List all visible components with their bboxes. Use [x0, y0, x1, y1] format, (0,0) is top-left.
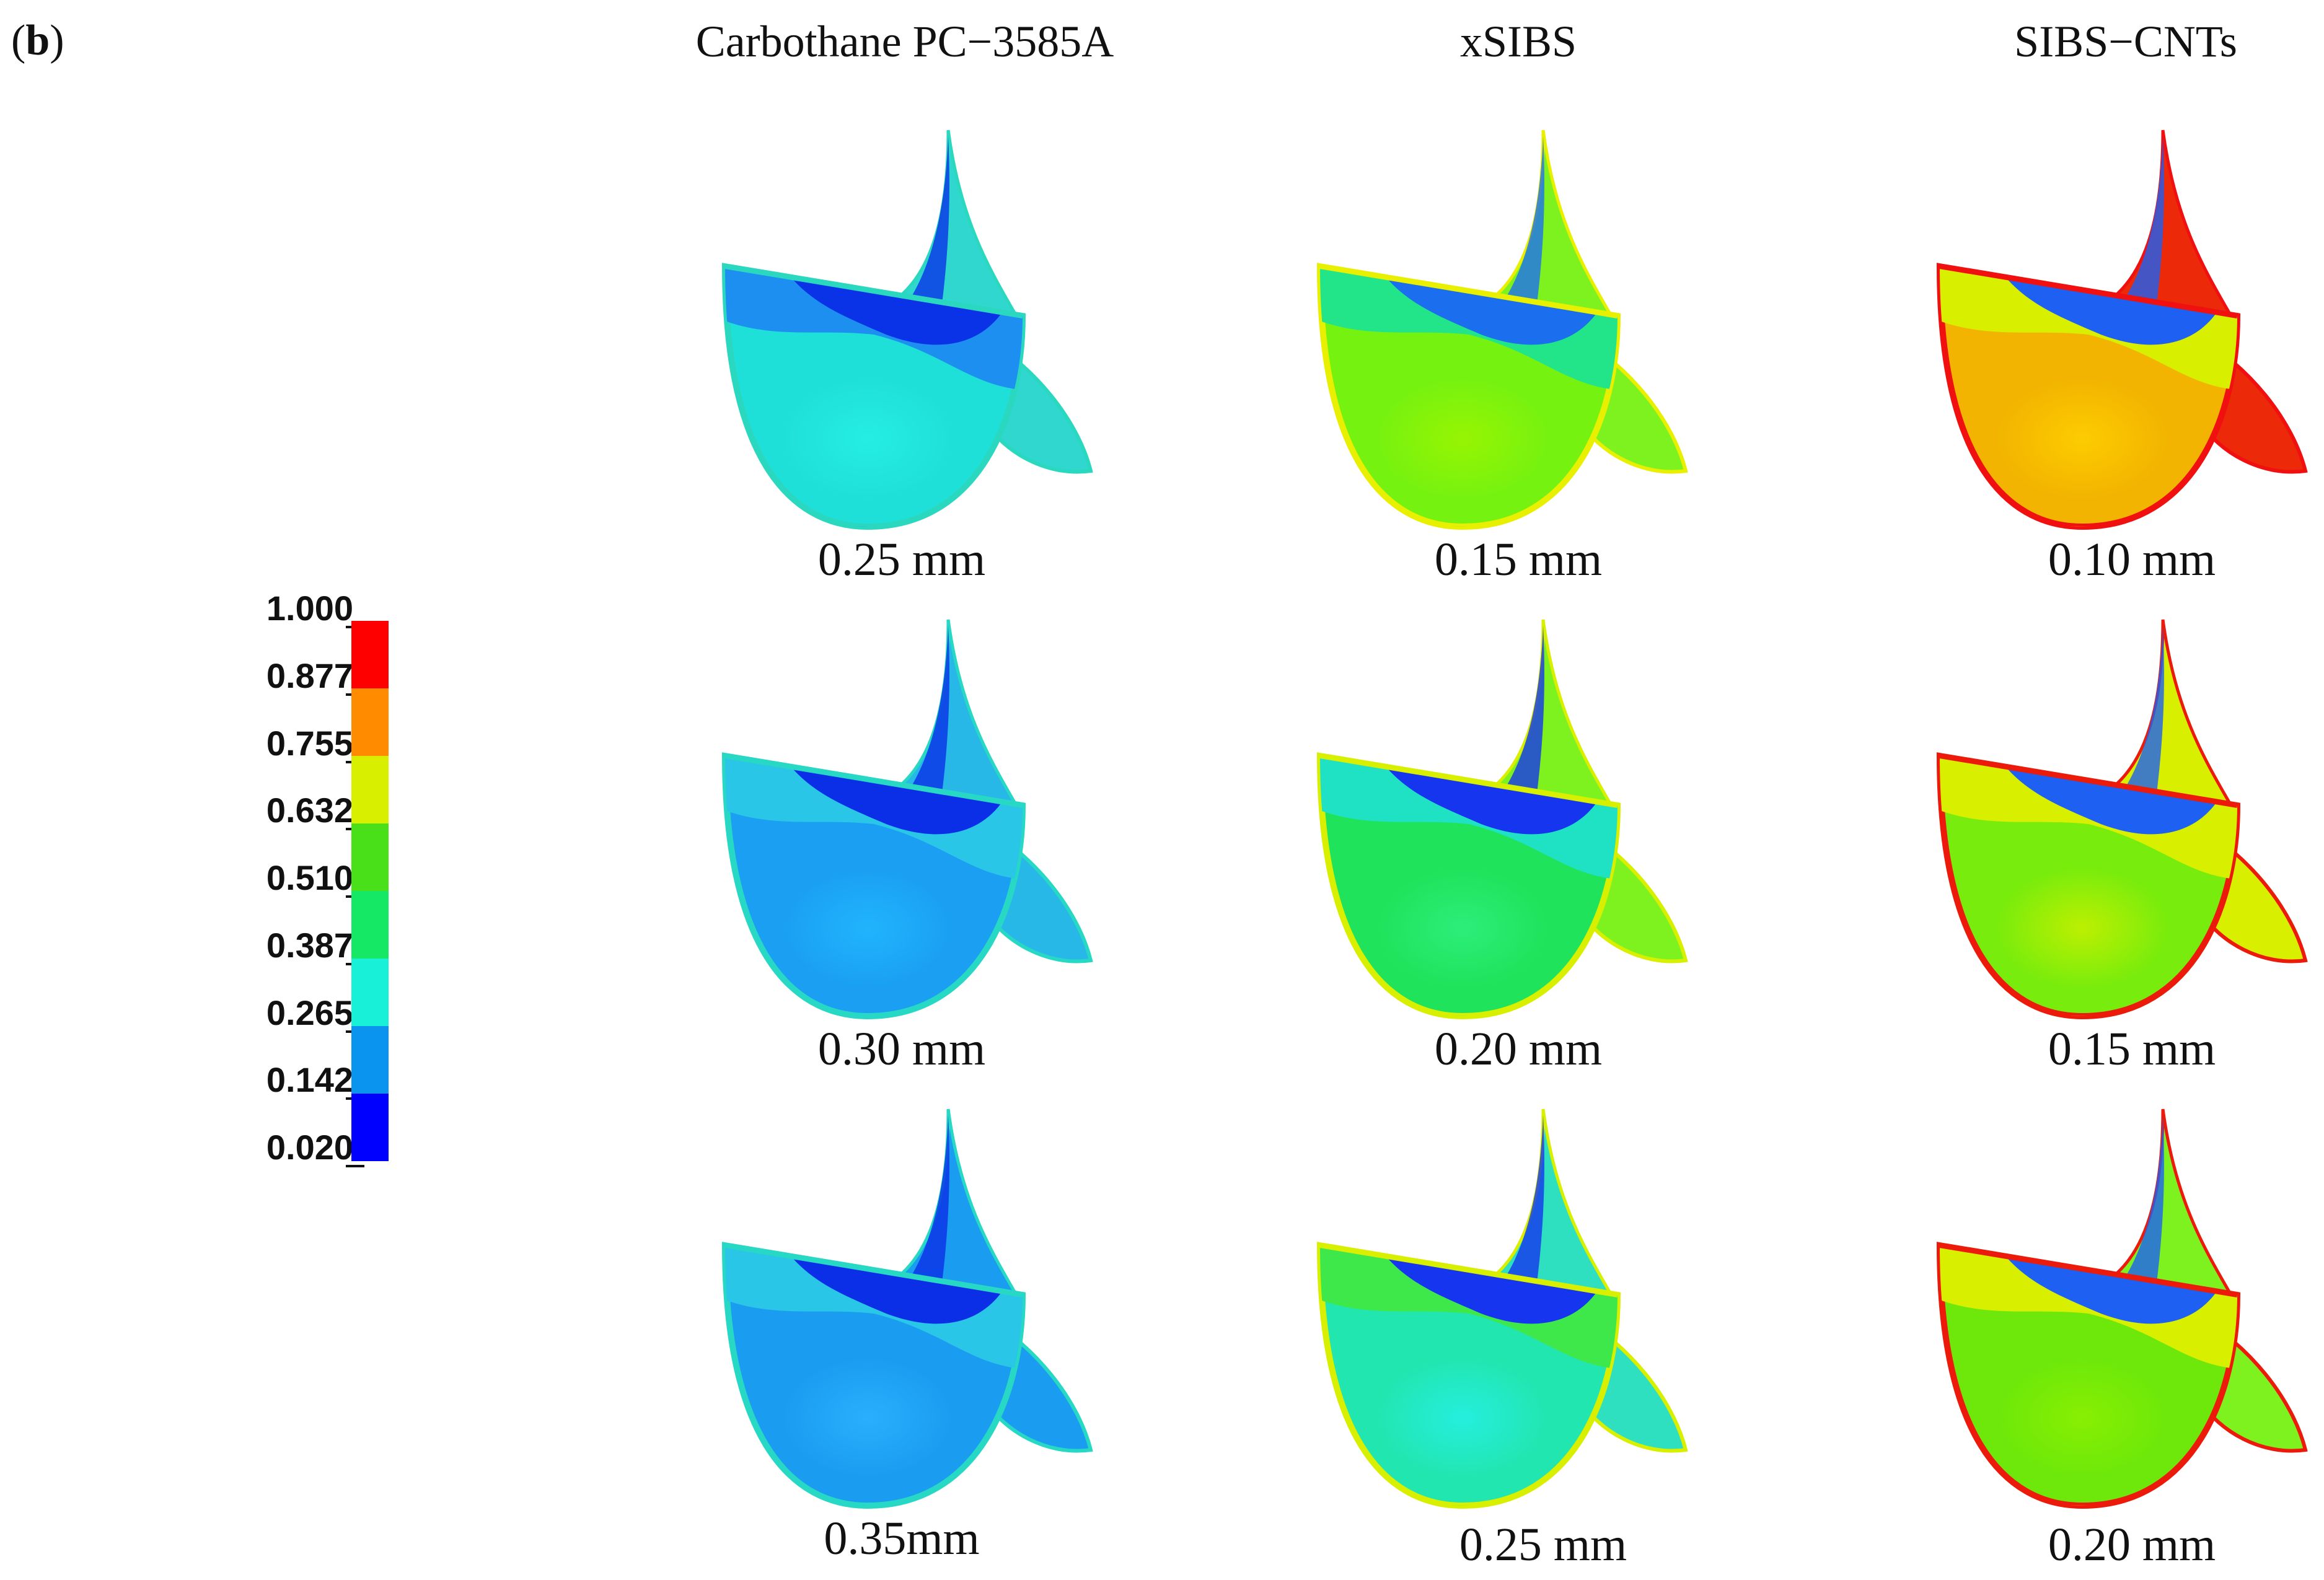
- column-title-sibs-cnts: SIBS−CNTs: [2014, 17, 2237, 66]
- legend-swatch: [351, 823, 389, 891]
- valve-free-edge: [1319, 753, 1618, 808]
- legend-tick: [346, 1165, 364, 1167]
- valve-leaflet-svg: [1316, 619, 1688, 1020]
- legend-swatch: [351, 1026, 389, 1094]
- valve-render-carbothane-row2: [713, 619, 1097, 1029]
- legend-swatch: [351, 1094, 389, 1161]
- valve-free-edge: [724, 1243, 1023, 1297]
- valve-stress-bands: [1940, 1245, 2237, 1506]
- valve-stress-bands: [725, 1245, 1023, 1506]
- valve-rear-leaflet-shade: [911, 1115, 949, 1283]
- valve-free-edge: [724, 264, 1023, 318]
- panel-label-letter: b: [25, 17, 50, 64]
- valve-free-edge: [724, 753, 1023, 808]
- valve-render-carbothane-row1: [713, 129, 1097, 539]
- column-title-xsibs: xSIBS: [1459, 17, 1577, 66]
- valve-stress-bands: [1320, 266, 1618, 527]
- thickness-label: 0.15 mm: [1434, 533, 1603, 586]
- valve-render-xsibs-row2: [1308, 619, 1692, 1029]
- panel-label: (b): [11, 16, 64, 66]
- valve-rear-leaflet-shade: [911, 136, 949, 304]
- thickness-label: 0.10 mm: [2048, 533, 2216, 586]
- valve-render-sibs-cnts-row3: [1927, 1108, 2312, 1518]
- legend-label: 1.000: [266, 589, 353, 628]
- valve-rear-leaflet-shade: [2126, 626, 2164, 793]
- legend-label: 0.877: [266, 656, 353, 695]
- panel-label-open: (: [11, 17, 26, 64]
- valve-rear-leaflet-shade: [1506, 626, 1544, 793]
- thickness-label: 0.25 mm: [817, 533, 986, 586]
- legend-label: 0.020: [266, 1128, 353, 1167]
- valve-render-carbothane-row3: [713, 1108, 1097, 1518]
- thickness-label: 0.25 mm: [1459, 1519, 1627, 1571]
- valve-leaflet-svg: [721, 619, 1093, 1020]
- legend-colorbar: 1.000 0.877 0.755 0.632 0.510 0.387 0.26…: [205, 576, 409, 1208]
- legend-swatch: [351, 891, 389, 959]
- valve-render-xsibs-row1: [1308, 129, 1692, 539]
- valve-free-edge: [1319, 264, 1618, 318]
- valve-stress-bands: [1320, 756, 1618, 1016]
- thickness-label: 0.20 mm: [2048, 1519, 2216, 1571]
- thickness-label: 0.15 mm: [2048, 1023, 2216, 1075]
- valve-stress-bands: [725, 756, 1023, 1016]
- valve-stress-bands: [1940, 266, 2237, 527]
- valve-rear-leaflet-shade: [2126, 136, 2164, 304]
- valve-leaflet-svg: [721, 1108, 1093, 1509]
- valve-leaflet-svg: [1316, 129, 1688, 530]
- legend-swatch: [351, 756, 389, 823]
- valve-free-edge: [1939, 264, 2238, 318]
- valve-render-sibs-cnts-row2: [1927, 619, 2312, 1029]
- valve-free-edge: [1939, 1243, 2238, 1297]
- valve-rear-leaflet-shade: [911, 626, 949, 793]
- thickness-label: 0.20 mm: [1434, 1023, 1603, 1075]
- valve-free-edge: [1319, 1243, 1618, 1297]
- valve-stress-bands: [1940, 756, 2237, 1016]
- thickness-label: 0.30 mm: [817, 1023, 986, 1075]
- valve-leaflet-svg: [1936, 129, 2308, 530]
- valve-leaflet-svg: [721, 129, 1093, 530]
- legend-label: 0.265: [266, 993, 353, 1032]
- thickness-label: 0.35mm: [824, 1512, 980, 1565]
- legend-swatch: [351, 621, 389, 688]
- column-title-carbothane: Carbothane PC−3585A: [695, 17, 1114, 66]
- valve-leaflet-svg: [1936, 619, 2308, 1020]
- valve-render-sibs-cnts-row1: [1927, 129, 2312, 539]
- valve-render-xsibs-row3: [1308, 1108, 1692, 1518]
- legend-swatch: [351, 688, 389, 756]
- valve-rear-leaflet-shade: [2126, 1115, 2164, 1283]
- legend-label: 0.632: [266, 791, 353, 830]
- legend-label: 0.387: [266, 926, 353, 965]
- legend-label: 0.510: [266, 858, 353, 897]
- legend-label: 0.142: [266, 1060, 353, 1099]
- valve-rear-leaflet-shade: [1506, 1115, 1544, 1283]
- valve-rear-leaflet-shade: [1506, 136, 1544, 304]
- valve-leaflet-svg: [1936, 1108, 2308, 1509]
- valve-leaflet-svg: [1316, 1108, 1688, 1509]
- valve-free-edge: [1939, 753, 2238, 808]
- legend-label: 0.755: [266, 724, 353, 763]
- panel-label-close: ): [50, 17, 64, 64]
- legend-swatch: [351, 959, 389, 1026]
